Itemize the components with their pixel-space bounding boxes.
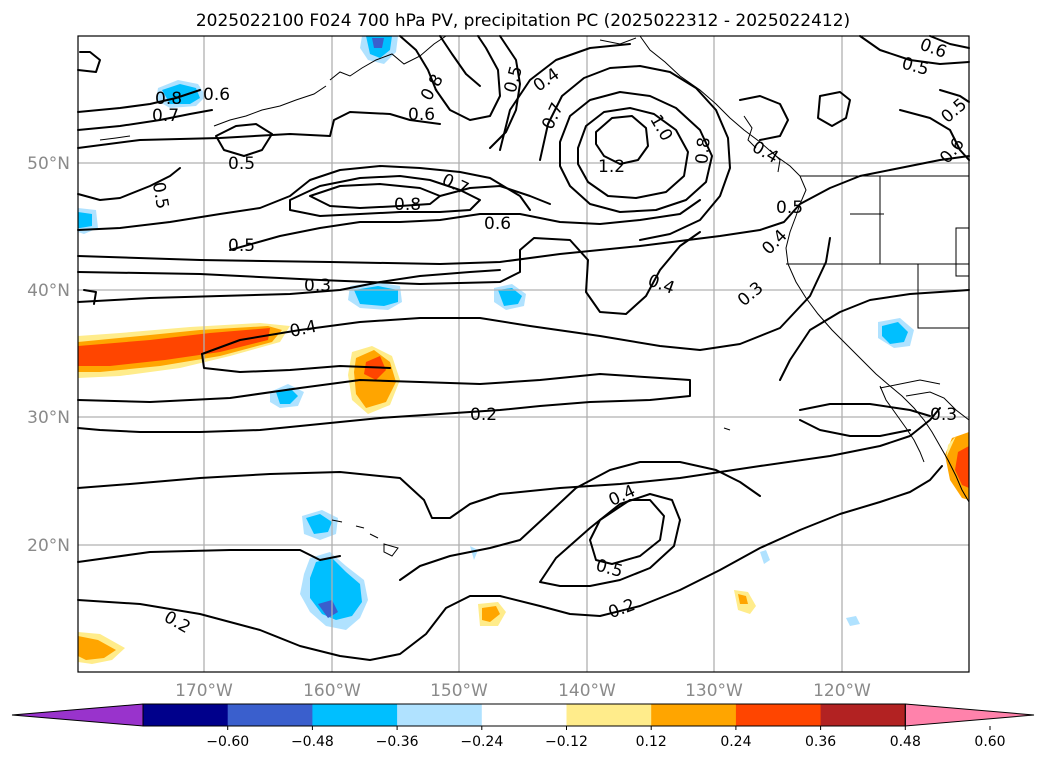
gridlines xyxy=(78,36,969,672)
contour-label: 0.3 xyxy=(304,276,331,296)
lon-label: 160°W xyxy=(303,681,361,701)
map-panel: 0.8 0.7 0.6 0.5 0.5 0.5 0.3 0.4 0.8 0.6 … xyxy=(77,35,971,673)
latitude-labels: 50°N 40°N 30°N 20°N xyxy=(27,154,70,556)
colorbar-segment xyxy=(651,704,737,726)
colorbar-segment xyxy=(227,704,313,726)
lat-label: 20°N xyxy=(27,536,70,556)
lon-label: 170°W xyxy=(175,681,233,701)
colorbar: −0.60 −0.48 −0.36 −0.24 −0.12 0.12 0.24 0.36 0.4… xyxy=(11,703,1035,750)
contour-label: 1.2 xyxy=(598,157,625,177)
lat-label: 30°N xyxy=(27,408,70,428)
colorbar-tick-label: −0.24 xyxy=(460,734,503,750)
longitude-labels: 170°W 160°W 150°W 140°W 130°W 120°W xyxy=(175,681,871,701)
contour-label: 0.5 xyxy=(228,154,255,174)
contour-label: 0.7 xyxy=(152,106,179,126)
colorbar-tick-label: −0.60 xyxy=(206,734,249,750)
lon-label: 150°W xyxy=(430,681,488,701)
colorbar-tick-label: −0.12 xyxy=(545,734,588,750)
colorbar-tick-label: 0.12 xyxy=(636,734,667,750)
precipitation-shading xyxy=(78,36,969,664)
contour-label: 0.8 xyxy=(155,89,182,109)
map-title: 2025022100 F024 700 hPa PV, precipitatio… xyxy=(196,11,850,31)
pv-contours xyxy=(77,35,970,661)
contour-label: 0.6 xyxy=(484,214,511,234)
colorbar-segment xyxy=(312,704,398,726)
colorbar-tick-label: 0.48 xyxy=(890,734,921,750)
contour-label: 0.5 xyxy=(776,198,803,218)
contour-label: 0.5 xyxy=(148,181,172,211)
lon-label: 140°W xyxy=(558,681,616,701)
lon-label: 120°W xyxy=(813,681,871,701)
colorbar-tick-label: −0.48 xyxy=(291,734,334,750)
contour-label: 0.8 xyxy=(394,195,421,215)
contour-label: 0.6 xyxy=(203,85,230,105)
colorbar-segment xyxy=(735,704,822,726)
colorbar-tick-label: 0.36 xyxy=(805,734,836,750)
contour-label: 0.2 xyxy=(470,405,497,425)
colorbar-segment xyxy=(566,704,652,726)
colorbar-tick-label: −0.36 xyxy=(376,734,419,750)
colorbar-segment xyxy=(143,704,229,726)
colorbar-extend-left xyxy=(11,703,144,727)
contour-label: 0.8 xyxy=(692,136,714,165)
colorbar-tick-label: 0.24 xyxy=(720,734,751,750)
lat-label: 40°N xyxy=(27,281,70,301)
colorbar-segment xyxy=(820,704,906,726)
colorbar-frame xyxy=(142,703,906,727)
colorbar-tick-label: 0.60 xyxy=(974,734,1005,750)
colorbar-segment xyxy=(481,704,567,726)
map-frame xyxy=(77,35,970,673)
lat-label: 50°N xyxy=(27,154,70,174)
contour-label: 0.5 xyxy=(228,236,255,256)
colorbar-segment xyxy=(397,704,483,726)
colorbar-extend-right xyxy=(904,703,1035,727)
contour-label: 0.6 xyxy=(408,105,435,125)
lon-label: 130°W xyxy=(685,681,743,701)
contour-label: 0.3 xyxy=(930,405,957,425)
